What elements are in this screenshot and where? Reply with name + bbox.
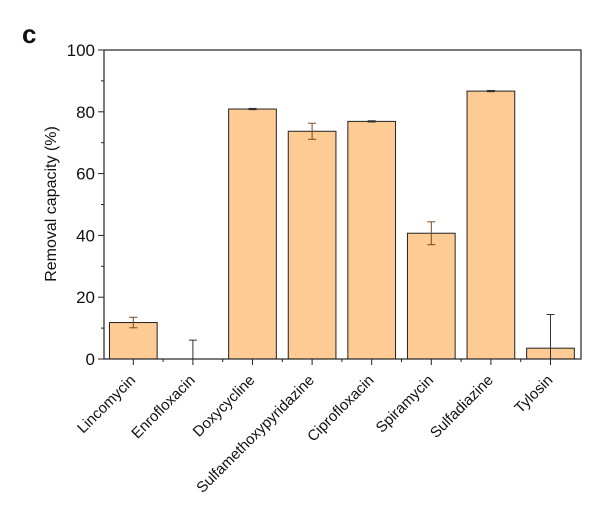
y-tick-label: 60 <box>76 165 95 184</box>
panel-label: c <box>22 19 36 49</box>
y-tick-label: 20 <box>76 288 95 307</box>
bar-lincomycin <box>108 322 158 360</box>
x-tick-label: Sulfadiazine <box>427 372 497 442</box>
bar-sulfamethoxypyridazine <box>287 130 337 360</box>
y-axis-label: Removal capacity (%) <box>43 126 60 282</box>
bar-spiramycin <box>406 232 456 360</box>
x-tick-label: Tylosin <box>511 372 556 417</box>
x-tick-label: Enrofloxacin <box>128 372 198 442</box>
bar-ciprofloxacin <box>347 120 397 360</box>
y-tick-label: 40 <box>76 226 95 245</box>
y-tick-label: 0 <box>86 350 95 369</box>
bar-sulfadiazine <box>466 90 516 360</box>
x-tick-label: Sulfamethoxypyridazine <box>193 372 318 497</box>
y-tick-label: 80 <box>76 103 95 122</box>
y-tick-label: 100 <box>67 41 95 60</box>
x-tick-label: Spiramycin <box>373 372 437 436</box>
bar-doxycycline <box>228 108 277 360</box>
x-tick-label: Lincomycin <box>74 372 139 437</box>
